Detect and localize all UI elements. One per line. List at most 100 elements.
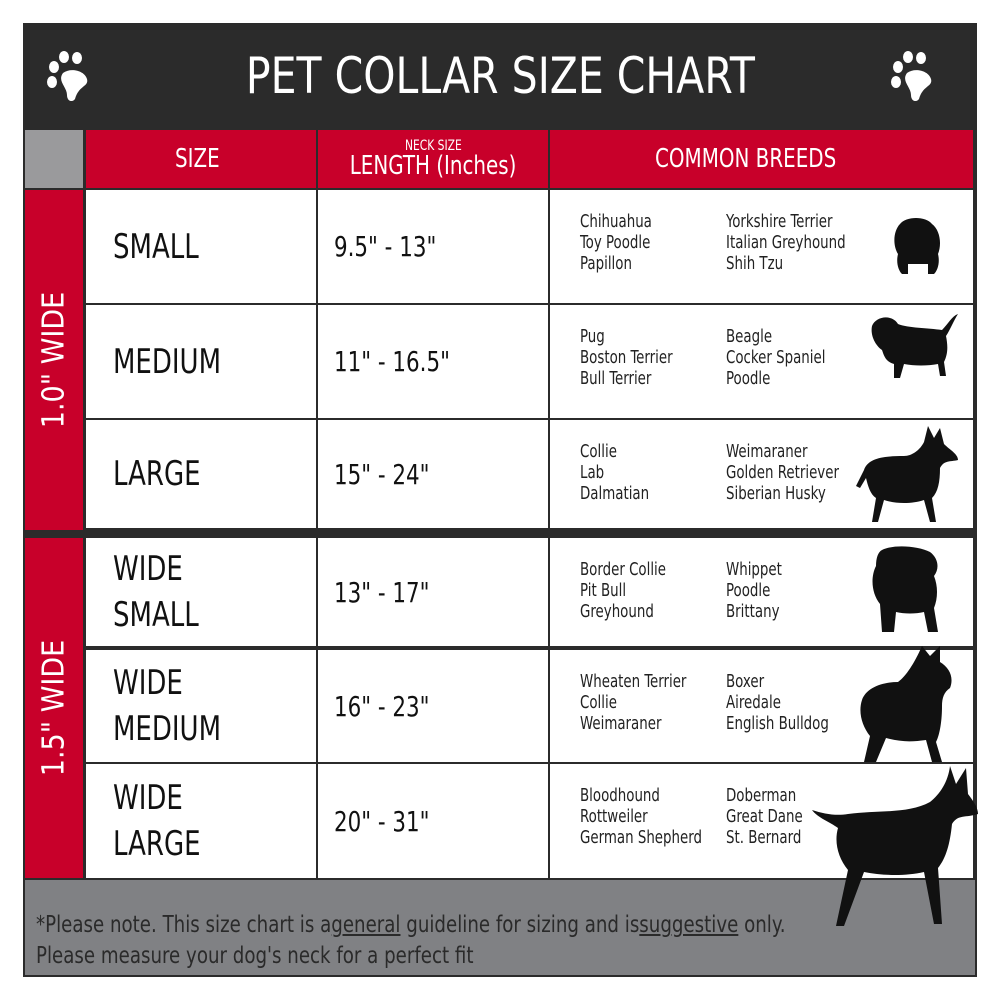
size-label: LARGE bbox=[113, 454, 201, 494]
breed-name: Siberian Husky bbox=[726, 484, 826, 504]
breed-name: St. Bernard bbox=[726, 828, 802, 848]
breed-name: Poodle bbox=[726, 581, 771, 601]
corner-cell bbox=[25, 130, 83, 188]
length-value: 9.5" - 13" bbox=[334, 230, 437, 263]
breed-list: Doberman Great Dane St. Bernard bbox=[726, 786, 816, 849]
breed-name: Collie bbox=[580, 693, 617, 713]
size-label: SMALL bbox=[113, 226, 199, 267]
breed-name: Bloodhound bbox=[580, 786, 660, 806]
breed-list: Whippet Poodle Brittany bbox=[726, 560, 792, 623]
size-cell: WIDE LARGE bbox=[86, 764, 316, 878]
column-header-size: SIZE bbox=[86, 130, 316, 188]
column-header-label: LENGTH (Inches) bbox=[349, 151, 517, 181]
doberman-silhouette-icon bbox=[812, 766, 978, 926]
size-label: SMALL bbox=[113, 595, 199, 635]
breed-list: Bloodhound Rottweiler German Shepherd bbox=[580, 786, 724, 849]
length-value: 11" - 16.5" bbox=[334, 345, 450, 378]
breed-name: Collie bbox=[580, 442, 617, 462]
size-cell: SMALL bbox=[86, 190, 316, 303]
breed-list: Pug Boston Terrier Bull Terrier bbox=[580, 327, 689, 390]
breed-name: Beagle bbox=[726, 327, 773, 347]
breed-name: Greyhound bbox=[580, 602, 654, 622]
breed-name: Weimaraner bbox=[580, 714, 662, 734]
length-value: 15" - 24" bbox=[334, 457, 430, 491]
breed-name: Rottweiler bbox=[580, 807, 648, 827]
breed-name: Golden Retriever bbox=[726, 463, 839, 483]
group-label-1in: 1.0" WIDE bbox=[25, 190, 83, 530]
breed-name: Poodle bbox=[726, 369, 771, 389]
column-header-length: NECK SIZE LENGTH (Inches) bbox=[318, 130, 548, 188]
large-dog-silhouette-icon bbox=[856, 426, 958, 522]
chart-title: PET COLLAR SIZE CHART bbox=[245, 46, 755, 105]
length-cell: 13" - 17" bbox=[318, 538, 548, 646]
breed-name: Whippet bbox=[726, 560, 782, 580]
breed-name: English Bulldog bbox=[726, 714, 829, 734]
footer-line-1: *Please note. This size chart is agenera… bbox=[36, 912, 786, 938]
bulldog-silhouette-icon bbox=[872, 546, 938, 632]
paw-icon bbox=[891, 51, 932, 101]
size-label: LARGE bbox=[113, 824, 201, 864]
size-cell: LARGE bbox=[86, 420, 316, 528]
breed-name: Bull Terrier bbox=[580, 369, 652, 389]
breed-list: Boxer Airedale English Bulldog bbox=[726, 672, 847, 735]
column-header-breeds: COMMON BREEDS bbox=[550, 130, 973, 188]
breed-list: Beagle Cocker Spaniel Poodle bbox=[726, 327, 843, 390]
medium-dog-silhouette-icon bbox=[871, 314, 958, 378]
breed-name: Toy Poodle bbox=[580, 233, 651, 253]
length-value: 13" - 17" bbox=[334, 575, 430, 609]
breed-name: Shih Tzu bbox=[726, 254, 784, 274]
paw-icon bbox=[47, 51, 88, 101]
column-header-label: SIZE bbox=[174, 144, 220, 174]
size-cell: WIDE MEDIUM bbox=[86, 650, 316, 762]
pitbull-silhouette-icon bbox=[860, 646, 952, 762]
length-cell: 16" - 23" bbox=[318, 650, 548, 762]
breed-name: Pit Bull bbox=[580, 581, 627, 601]
breeds-cell: Wheaten Terrier Collie Weimaraner Boxer Aire… bbox=[550, 650, 973, 762]
breed-name: Papillon bbox=[580, 254, 632, 274]
breed-name: Boston Terrier bbox=[580, 348, 673, 368]
group-label-text: 1.5" WIDE bbox=[36, 639, 72, 777]
breed-name: Lab bbox=[580, 463, 605, 483]
size-label: MEDIUM bbox=[113, 341, 222, 382]
breed-name: Wheaten Terrier bbox=[580, 672, 687, 692]
breed-name: Brittany bbox=[726, 602, 780, 622]
length-cell: 15" - 24" bbox=[318, 420, 548, 528]
column-header-sublabel: NECK SIZE bbox=[404, 138, 462, 154]
group-label-text: 1.0" WIDE bbox=[36, 291, 72, 429]
breed-name: Dalmatian bbox=[580, 484, 650, 504]
breed-list: Weimaraner Golden Retriever Siberian Husky bbox=[726, 442, 859, 505]
breed-name: Doberman bbox=[726, 786, 797, 806]
breed-list: Wheaten Terrier Collie Weimaraner bbox=[580, 672, 705, 735]
length-value: 16" - 23" bbox=[334, 689, 430, 723]
breed-list: Chihuahua Toy Poodle Papillon bbox=[580, 212, 665, 275]
breed-list: Collie Lab Dalmatian bbox=[580, 442, 661, 505]
breed-list: Yorkshire Terrier Italian Greyhound Shih T… bbox=[726, 212, 867, 275]
breed-name: Weimaraner bbox=[726, 442, 808, 462]
size-label: MEDIUM bbox=[113, 709, 222, 749]
breed-name: Great Dane bbox=[726, 807, 803, 827]
size-chart: PET COLLAR SIZE CHART SIZE NECK SIZE LENG… bbox=[23, 23, 977, 977]
group-label-1-5in: 1.5" WIDE bbox=[25, 538, 83, 878]
breed-name: Cocker Spaniel bbox=[726, 348, 826, 368]
chart-header: PET COLLAR SIZE CHART bbox=[23, 23, 977, 128]
size-label: WIDE bbox=[113, 778, 183, 818]
breed-name: Yorkshire Terrier bbox=[726, 212, 833, 232]
footer-note: *Please note. This size chart is agenera… bbox=[25, 880, 975, 975]
breed-name: Airedale bbox=[726, 693, 781, 713]
breed-name: German Shepherd bbox=[580, 828, 702, 848]
breed-list: Border Collie Pit Bull Greyhound bbox=[580, 560, 681, 623]
size-label: WIDE bbox=[113, 549, 183, 589]
length-cell: 20" - 31" bbox=[318, 764, 548, 878]
size-cell: MEDIUM bbox=[86, 305, 316, 418]
length-cell: 11" - 16.5" bbox=[318, 305, 548, 418]
breed-name: Italian Greyhound bbox=[726, 233, 846, 253]
small-dog-silhouette-icon bbox=[894, 218, 940, 274]
breed-name: Boxer bbox=[726, 672, 765, 692]
length-cell: 9.5" - 13" bbox=[318, 190, 548, 303]
length-value: 20" - 31" bbox=[334, 804, 430, 838]
size-label: WIDE bbox=[113, 663, 183, 703]
breed-name: Border Collie bbox=[580, 560, 667, 580]
footer-line-2: Please measure your dog's neck for a per… bbox=[36, 943, 474, 969]
breed-name: Chihuahua bbox=[580, 212, 652, 232]
column-header-label: COMMON BREEDS bbox=[654, 144, 837, 174]
